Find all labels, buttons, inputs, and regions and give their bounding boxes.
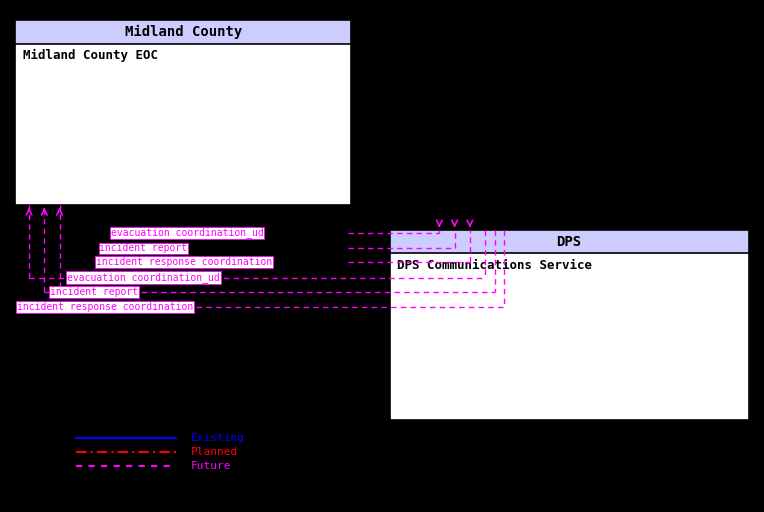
Bar [390,230,749,420]
Text: incident response coordination: incident response coordination [96,257,272,267]
Text: Existing: Existing [191,433,245,443]
Text: incident response coordination: incident response coordination [17,302,193,312]
Text: incident report: incident report [50,287,138,297]
Text: Planned: Planned [191,447,238,457]
Text: evacuation coordination_ud: evacuation coordination_ud [111,227,264,239]
Bar [15,20,351,205]
Text: DPS Communications Service: DPS Communications Service [397,259,592,271]
Text: evacuation coordination_ud: evacuation coordination_ud [67,272,220,283]
Text: DPS: DPS [557,235,581,249]
Bar [390,230,749,253]
Text: Midland County EOC: Midland County EOC [23,49,158,62]
Text: Future: Future [191,461,231,471]
Text: incident report: incident report [99,243,187,253]
Bar [15,20,351,44]
Text: Midland County: Midland County [125,25,242,39]
